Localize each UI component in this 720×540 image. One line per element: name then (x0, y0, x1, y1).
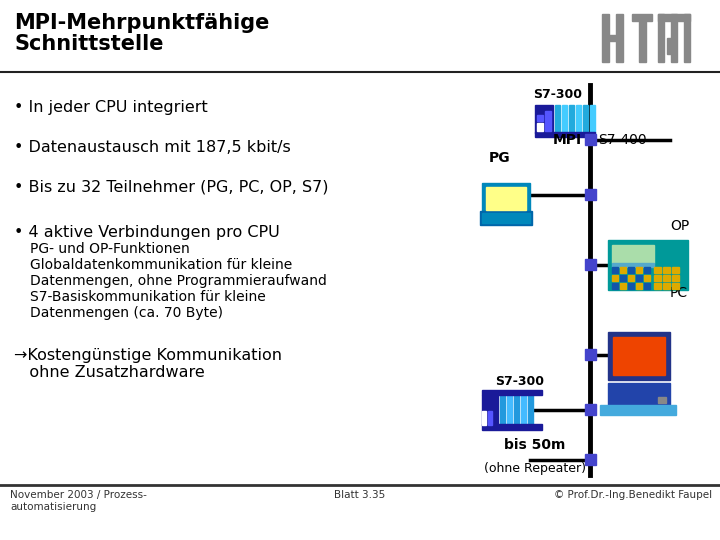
Bar (620, 275, 626, 281)
Bar (628, 275, 634, 281)
Bar (507, 395, 512, 425)
Text: S7-300: S7-300 (534, 88, 582, 101)
Bar (628, 283, 634, 289)
Bar (663, 267, 670, 273)
Bar (602, 14, 609, 62)
Text: • Bis zu 32 Teilnehmer (PG, PC, OP, S7): • Bis zu 32 Teilnehmer (PG, PC, OP, S7) (14, 180, 328, 195)
Bar (663, 275, 670, 281)
Text: OP: OP (670, 219, 689, 233)
Text: PC: PC (670, 286, 688, 300)
Bar (658, 14, 690, 21)
Text: bis 50m: bis 50m (504, 438, 566, 452)
Bar (535, 105, 553, 133)
Bar (620, 283, 626, 289)
Bar (482, 390, 542, 395)
Bar (636, 275, 642, 281)
Bar (590, 105, 595, 133)
Bar (585, 259, 596, 270)
Bar (620, 267, 626, 273)
Bar (488, 411, 492, 425)
Bar (609, 35, 616, 41)
Text: Datenmengen, ohne Programmieraufwand: Datenmengen, ohne Programmieraufwand (30, 274, 327, 288)
Text: Schnittstelle: Schnittstelle (14, 34, 163, 54)
Bar (535, 132, 595, 137)
Bar (562, 105, 567, 133)
Bar (521, 395, 526, 425)
Text: S7-300: S7-300 (495, 375, 544, 388)
Bar (585, 454, 596, 465)
Bar (612, 263, 654, 267)
Text: Datenmengen (ca. 70 Byte): Datenmengen (ca. 70 Byte) (30, 306, 223, 320)
Bar (608, 383, 670, 405)
Bar (585, 404, 596, 415)
Text: S7-400: S7-400 (598, 133, 647, 147)
Text: • 4 aktive Verbindungen pro CPU: • 4 aktive Verbindungen pro CPU (14, 225, 280, 240)
Text: • In jeder CPU integriert: • In jeder CPU integriert (14, 100, 208, 115)
Bar (663, 283, 670, 289)
Bar (672, 267, 679, 273)
Bar (482, 424, 542, 430)
Bar (658, 14, 664, 62)
Text: November 2003 / Prozess-
automatisierung: November 2003 / Prozess- automatisierung (10, 490, 147, 511)
Text: MPI-Mehrpunktfähige: MPI-Mehrpunktfähige (14, 13, 269, 33)
Text: PG- und OP-Funktionen: PG- und OP-Funktionen (30, 242, 190, 256)
Bar (644, 275, 650, 281)
Bar (608, 240, 688, 290)
Text: Globaldatenkommunikation für kleine: Globaldatenkommunikation für kleine (30, 258, 292, 272)
Bar (616, 14, 623, 62)
Bar (671, 14, 677, 62)
Bar (537, 123, 543, 131)
Bar (612, 245, 654, 263)
Bar (636, 283, 642, 289)
Text: MPI: MPI (553, 133, 582, 147)
Bar (482, 395, 498, 425)
Text: Blatt 3.35: Blatt 3.35 (334, 490, 386, 500)
Bar (608, 332, 670, 380)
Bar (612, 275, 618, 281)
Bar (658, 397, 666, 403)
Bar (545, 111, 551, 131)
Text: S7-Basiskommunikation für kleine: S7-Basiskommunikation für kleine (30, 290, 266, 304)
Bar (684, 14, 690, 62)
Bar (486, 187, 526, 210)
Bar (632, 14, 652, 21)
Bar (482, 213, 530, 223)
Text: PG: PG (489, 151, 510, 165)
Bar (612, 267, 618, 273)
Bar (654, 275, 661, 281)
Bar (636, 267, 642, 273)
Text: • Datenaustausch mit 187,5 kbit/s: • Datenaustausch mit 187,5 kbit/s (14, 140, 291, 155)
Bar (482, 183, 530, 213)
Bar (576, 105, 581, 133)
Bar (654, 283, 661, 289)
Bar (628, 267, 634, 273)
Bar (583, 105, 588, 133)
Bar (600, 405, 676, 415)
Bar (585, 349, 596, 360)
Bar (537, 115, 543, 121)
Bar (555, 105, 560, 133)
Bar (613, 337, 665, 375)
Bar (585, 134, 596, 145)
Bar (500, 395, 505, 425)
Bar (639, 21, 646, 62)
Bar (672, 275, 679, 281)
Bar (644, 283, 650, 289)
Bar (585, 189, 596, 200)
Text: © Prof.Dr.-Ing.Benedikt Faupel: © Prof.Dr.-Ing.Benedikt Faupel (554, 490, 712, 500)
Bar (480, 211, 532, 225)
Bar (612, 283, 618, 289)
Bar (672, 283, 679, 289)
Bar (569, 105, 574, 133)
Bar (667, 38, 675, 54)
Bar (528, 395, 533, 425)
Bar (654, 267, 661, 273)
Bar (514, 395, 519, 425)
Text: →Kostengünstige Kommunikation: →Kostengünstige Kommunikation (14, 348, 282, 363)
Bar (482, 411, 486, 425)
Text: ohne Zusatzhardware: ohne Zusatzhardware (14, 365, 204, 380)
Text: (ohne Repeater): (ohne Repeater) (484, 462, 586, 475)
Bar (644, 267, 650, 273)
